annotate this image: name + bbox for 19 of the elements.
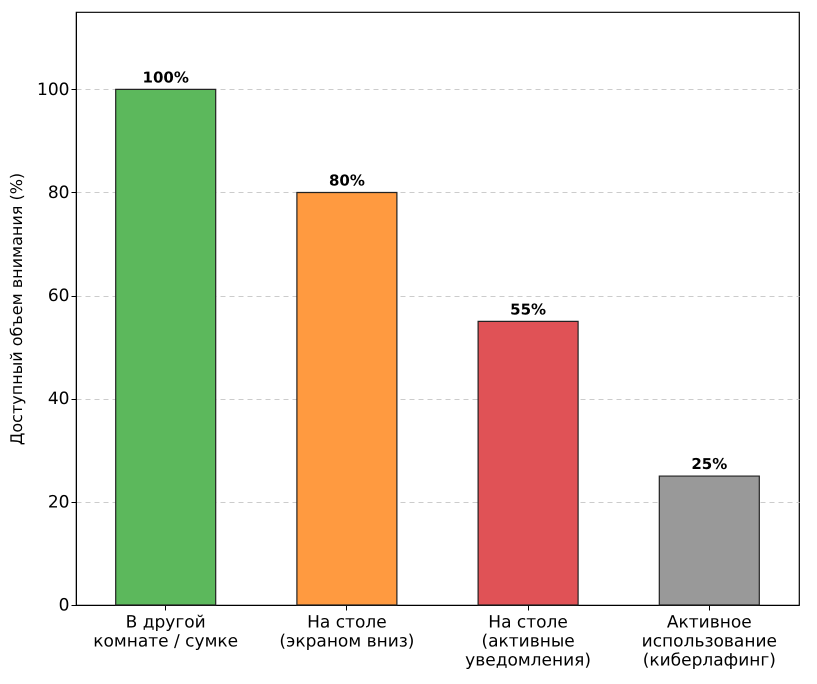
x-tick-label: В другой комнате / сумке [93, 612, 238, 652]
bar [296, 192, 398, 606]
x-tick-label: Активное использование (киберлафинг) [642, 612, 777, 670]
x-tick-label: На столе (экраном вниз) [279, 612, 414, 652]
bar [478, 320, 579, 606]
y-tick-label: 40 [48, 389, 70, 410]
y-tick-label: 60 [48, 286, 70, 306]
y-tick-label: 100 [37, 80, 70, 100]
data-label: 55% [510, 300, 546, 318]
x-tick-label: На столе (активные уведомления) [465, 612, 592, 670]
data-label: 100% [142, 68, 189, 86]
data-label: 80% [328, 171, 365, 190]
y-tick-label: 0 [58, 596, 70, 616]
bar [115, 88, 216, 606]
y-axis-title: Доступный объем внимания (%) [7, 172, 26, 446]
y-tick-label: 20 [48, 492, 70, 512]
bar [658, 475, 760, 606]
y-tick-label: 80 [48, 182, 70, 203]
data-label: 25% [691, 455, 728, 474]
